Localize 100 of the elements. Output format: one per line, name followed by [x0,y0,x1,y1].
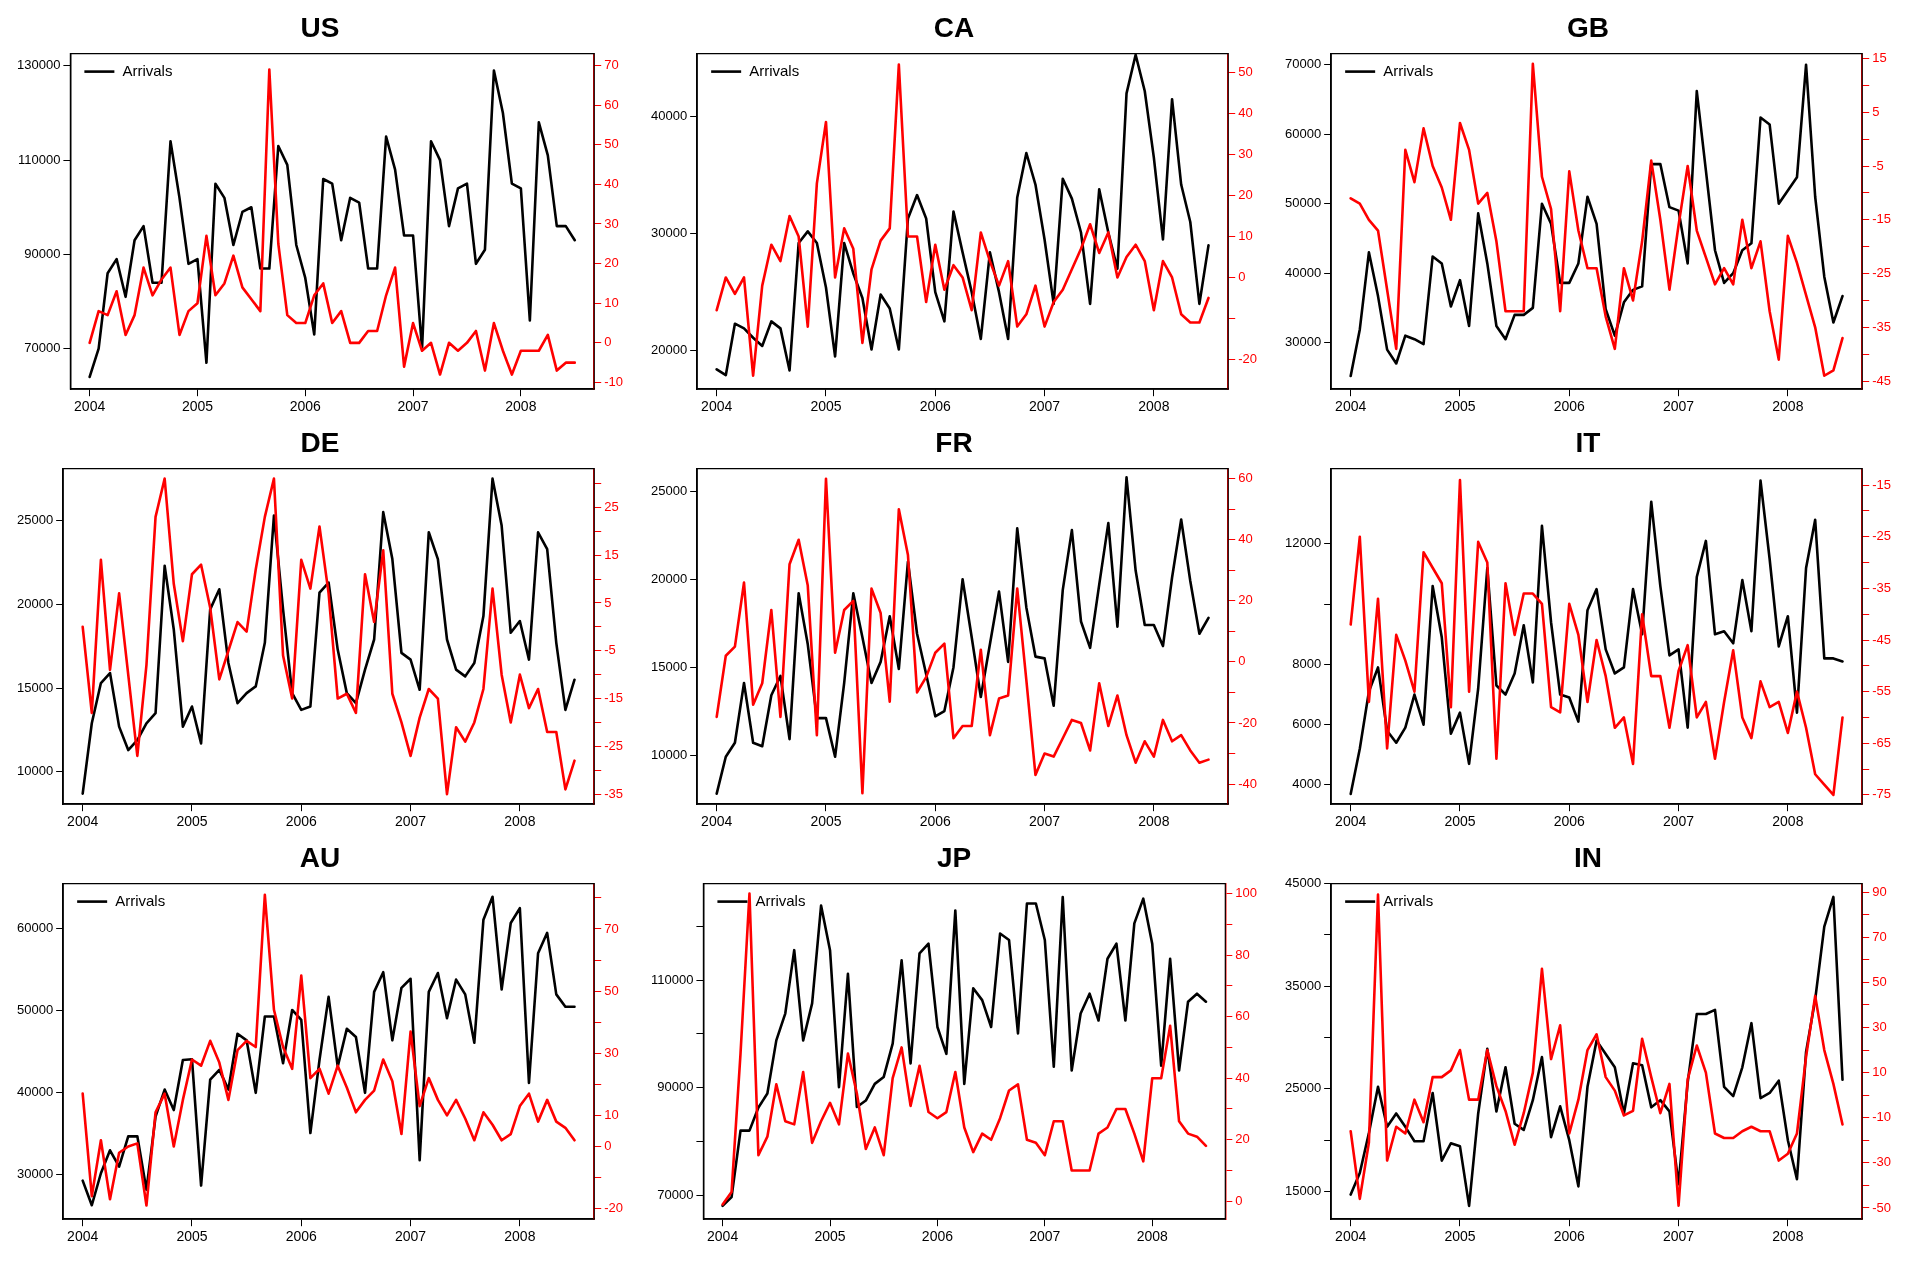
x-tick-label: 2007 [394,1228,427,1245]
x-tick-label: 2006 [1553,1228,1586,1245]
chart-title: DE [300,426,340,458]
x-tick-label: 2004 [67,813,99,830]
y2-tick-label: 70 [1872,928,1887,944]
y-tick-label: 40000 [1284,264,1322,280]
y-tick-label: 10000 [16,763,54,779]
x-tick-label: 2007 [394,813,427,830]
x-tick-label: 2005 [814,1228,846,1245]
y2-tick-label: 30 [604,215,619,231]
x-tick-label: 2007 [1028,813,1061,830]
y-tick-label: 60000 [1284,125,1322,141]
y2-tick-label: 0 [1238,269,1246,285]
y-tick-label: 40000 [650,108,688,124]
y2-tick-label: 50 [604,982,619,998]
y2-tick-label: 50 [1872,973,1887,989]
y2-tick-label: 30 [604,1044,619,1060]
y-tick-label: 15000 [650,658,688,674]
x-tick-label: 2004 [701,398,733,415]
y2-tick-label: -35 [604,785,624,801]
y2-tick-label: -20 [1238,350,1258,366]
y2-tick-label: 50 [604,136,619,152]
y2-tick-label: 70 [604,920,619,936]
y-tick-label: 30000 [1284,334,1322,350]
x-tick-label: 2006 [921,1228,954,1245]
x-tick-label: 2004 [1335,1228,1367,1245]
y2-tick-label: 5 [1872,103,1880,119]
y2-tick-label: 60 [1235,1008,1250,1024]
x-tick-label: 2007 [1662,813,1695,830]
y-tick-label: 50000 [16,1002,54,1018]
y2-tick-label: -30 [1872,1154,1892,1170]
y2-tick-label: -15 [1872,476,1892,492]
x-tick-label: 2006 [1553,398,1586,415]
y2-tick-label: 100 [1235,885,1258,901]
y-tick-label: 20000 [16,595,54,611]
y2-tick-label: 10 [604,1106,619,1122]
x-tick-label: 2004 [1335,398,1367,415]
y-tick-label: 15000 [16,679,54,695]
x-tick-label: 2007 [1662,1228,1695,1245]
y-tick-label: 30000 [650,225,688,241]
x-tick-label: 2008 [1772,1228,1804,1245]
x-tick-label: 2004 [701,813,733,830]
x-tick-label: 2006 [285,813,318,830]
chart-title: IT [1575,426,1601,458]
x-tick-label: 2008 [504,813,536,830]
chart-title: AU [299,841,341,873]
x-tick-label: 2004 [1335,813,1367,830]
y-tick-label: 50000 [1284,195,1322,211]
y2-tick-label: -55 [1872,683,1892,699]
y2-tick-label: 80 [1235,946,1250,962]
y2-tick-label: -45 [1872,631,1892,647]
x-tick-label: 2008 [1138,398,1170,415]
x-tick-label: 2004 [74,398,106,415]
x-tick-label: 2005 [1444,398,1476,415]
y-tick-label: 30000 [16,1166,54,1182]
y2-tick-label: -25 [1872,528,1892,544]
y2-tick-label: 0 [1238,653,1246,669]
chart-title: US [300,11,340,43]
y2-tick-label: 20 [1235,1131,1250,1147]
y2-tick-label: -75 [1872,786,1892,802]
y-tick-label: 110000 [17,151,61,167]
y-tick-label: 40000 [16,1084,54,1100]
y2-tick-label: 0 [604,334,612,350]
y-tick-label: 90000 [657,1079,694,1095]
x-tick-label: 2006 [919,398,952,415]
y-tick-label: 70000 [657,1186,694,1202]
y-tick-label: 25000 [16,512,54,528]
x-tick-label: 2005 [810,813,842,830]
x-tick-label: 2006 [919,813,952,830]
y2-tick-label: 0 [1235,1192,1243,1208]
x-tick-label: 2005 [181,398,214,415]
y-tick-label: 25000 [650,483,688,499]
y2-tick-label: 60 [604,96,619,112]
chart-title: GB [1567,11,1609,43]
x-tick-label: 2008 [1772,398,1804,415]
y2-tick-label: 10 [1238,228,1253,244]
chart-title: CA [933,11,975,43]
y2-tick-label: -40 [1238,775,1258,791]
legend-label: Arrivals [755,891,806,909]
y2-tick-label: 40 [604,175,619,191]
y-tick-label: 8000 [1292,655,1322,671]
y2-tick-label: 30 [1238,146,1253,162]
y2-tick-label: 90 [1872,883,1887,899]
y2-tick-label: 10 [1872,1064,1887,1080]
y-tick-label: 20000 [650,342,688,358]
y-tick-label: 130000 [16,57,61,73]
chart-title: FR [935,426,973,458]
y2-tick-label: -5 [1872,157,1884,173]
x-tick-label: 2005 [1444,813,1476,830]
y2-tick-label: 40 [1238,105,1253,121]
x-tick-label: 2004 [707,1228,739,1245]
x-tick-label: 2008 [1136,1228,1169,1245]
y2-tick-label: -65 [1872,734,1892,750]
y2-tick-label: -15 [1872,211,1892,227]
y2-tick-label: 15 [1872,50,1887,66]
y2-tick-label: -50 [1872,1199,1892,1215]
x-tick-label: 2006 [1553,813,1586,830]
x-tick-label: 2005 [810,398,842,415]
legend-label: Arrivals [1383,891,1434,909]
legend-label: Arrivals [115,891,166,909]
